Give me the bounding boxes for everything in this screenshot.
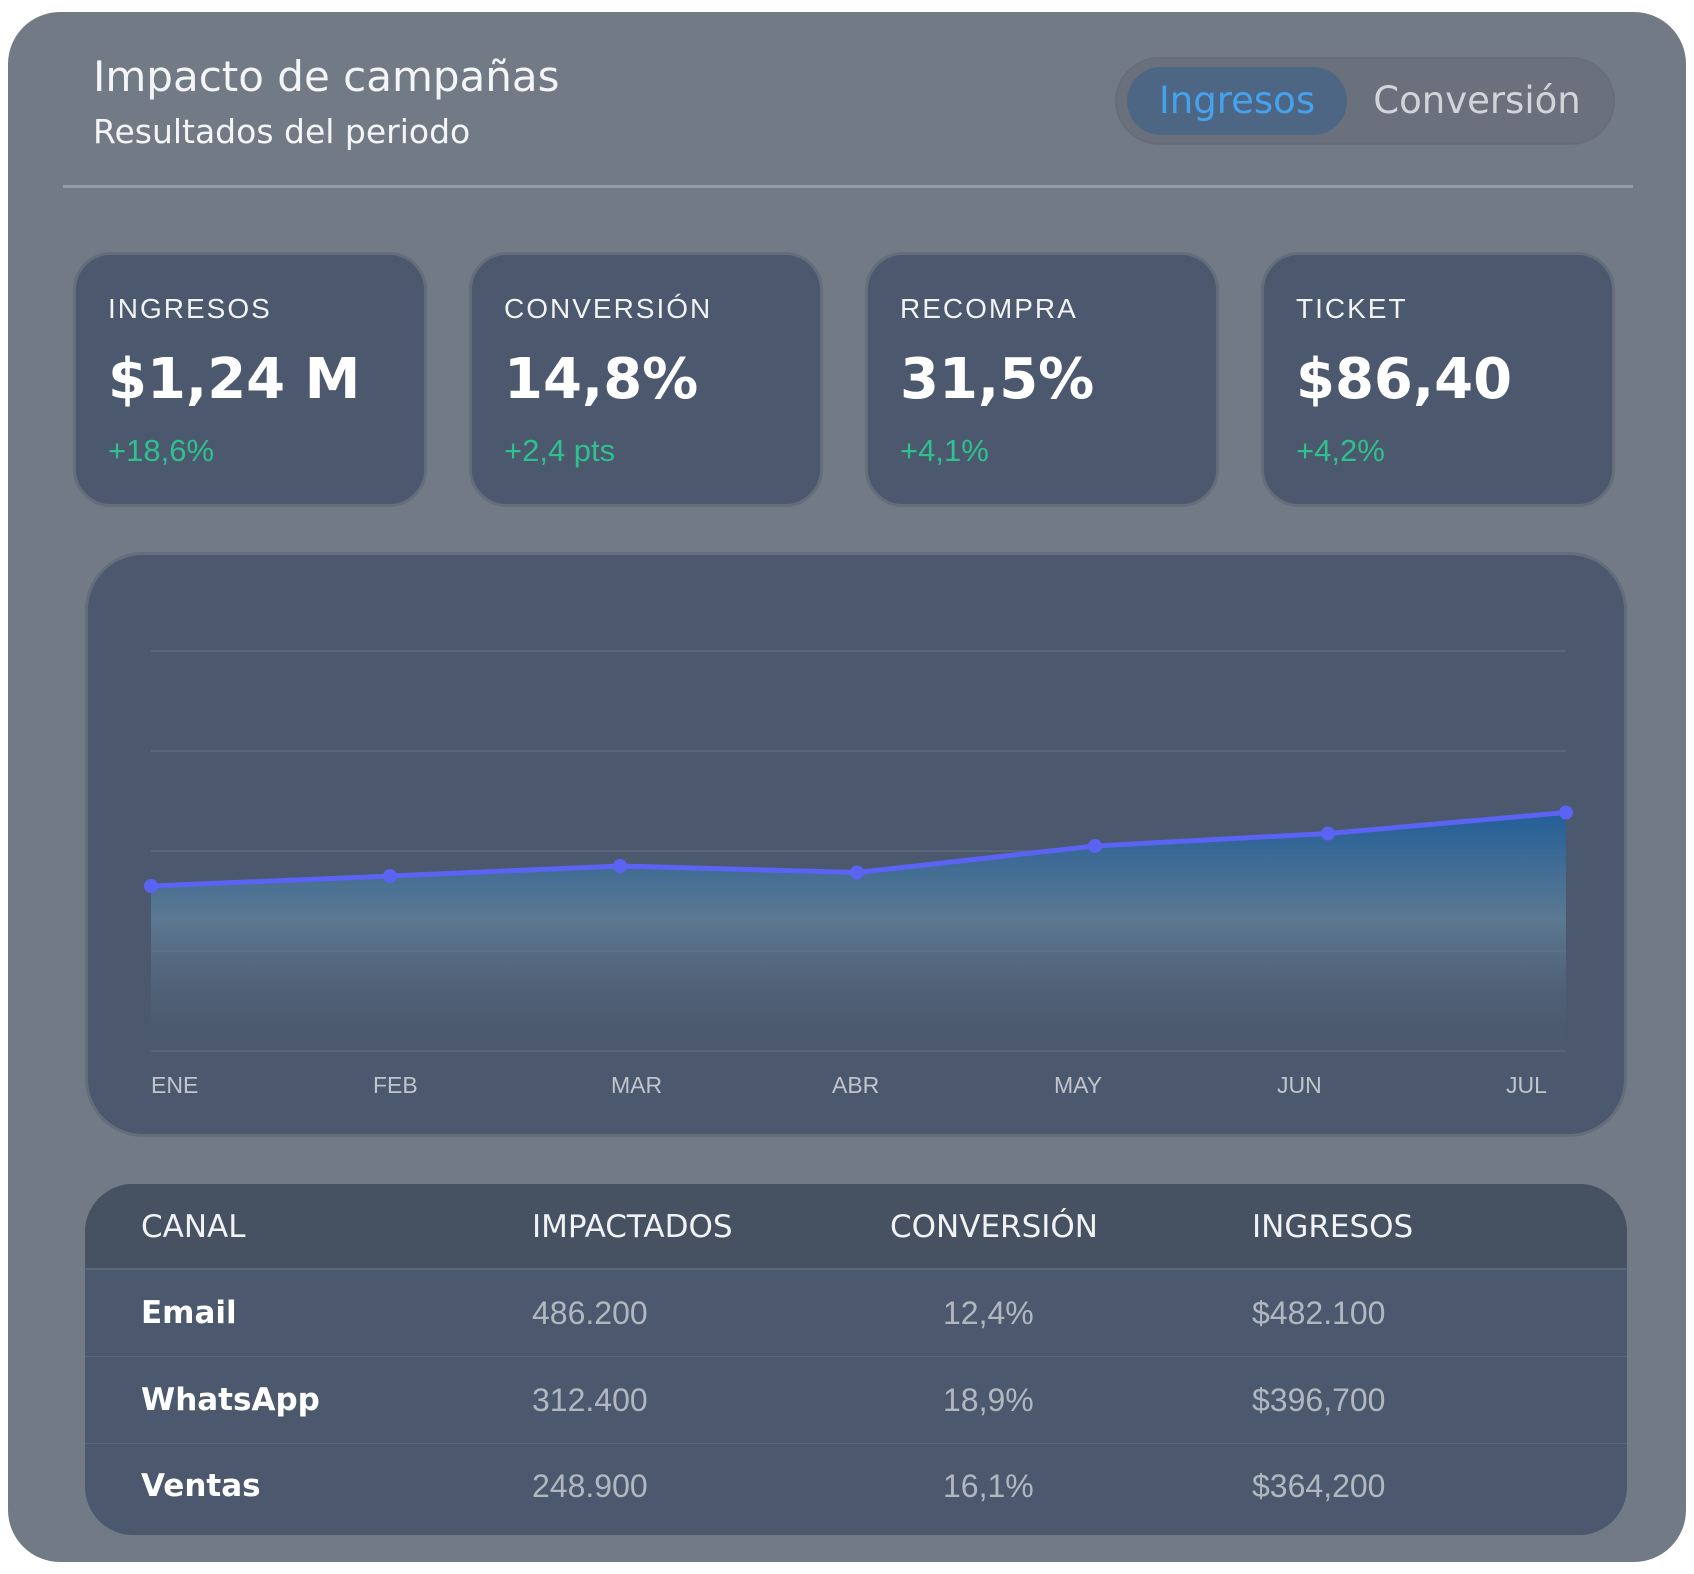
chart-data-point[interactable] [1088, 839, 1102, 853]
kpi-value: $86,40 [1296, 347, 1513, 412]
cell-impactados: 312.400 [532, 1382, 648, 1418]
kpi-label: INGRESOS [108, 293, 272, 324]
cell-conversion: 18,9% [943, 1382, 1034, 1418]
kpi-value: 14,8% [504, 347, 699, 412]
x-tick-label: ABR [832, 1072, 879, 1098]
table-row[interactable]: WhatsApp 312.400 18,9% $396,700 [85, 1357, 1627, 1444]
chart-data-point[interactable] [613, 859, 627, 873]
cell-ingresos: $364,200 [1252, 1468, 1386, 1504]
kpi-delta: +18,6% [108, 433, 215, 468]
kpi-delta: +4,2% [1296, 433, 1385, 468]
kpi-label: TICKET [1296, 293, 1408, 324]
kpi-label: CONVERSIÓN [504, 293, 713, 324]
cell-impactados: 486.200 [532, 1295, 648, 1331]
cell-impactados: 248.900 [532, 1468, 648, 1504]
chart-data-point[interactable] [850, 865, 864, 880]
dashboard-panel: Impacto de campañas Resultados del perio… [8, 12, 1686, 1562]
x-tick-label: FEB [373, 1072, 418, 1098]
cell-ingresos: $482.100 [1252, 1295, 1386, 1331]
kpi-delta: +2,4 pts [504, 433, 616, 468]
revenue-chart-card: ENE FEB MAR ABR MAY JUN JUL [85, 552, 1627, 1137]
cell-conversion: 16,1% [943, 1468, 1034, 1504]
toggle-option-conversion[interactable]: Conversión [1373, 79, 1581, 122]
column-header-impactados[interactable]: IMPACTADOS [532, 1209, 733, 1245]
metric-toggle: Ingresos Conversión [1115, 57, 1615, 145]
kpi-label: RECOMPRA [900, 293, 1078, 324]
kpi-card-conversion[interactable]: CONVERSIÓN 14,8% +2,4 pts [469, 252, 823, 507]
kpi-card-recompra[interactable]: RECOMPRA 31,5% +4,1% [865, 252, 1219, 507]
cell-canal: Ventas [141, 1468, 261, 1504]
channel-table: CANAL IMPACTADOS CONVERSIÓN INGRESOS Ema… [85, 1184, 1627, 1535]
column-header-conversion[interactable]: CONVERSIÓN [890, 1209, 1098, 1245]
chart-data-point[interactable] [383, 869, 397, 883]
kpi-value: $1,24 M [108, 347, 361, 412]
column-header-canal[interactable]: CANAL [141, 1209, 246, 1245]
chart-area-fill [151, 812, 1566, 1051]
x-tick-label: MAR [611, 1072, 662, 1098]
cell-ingresos: $396,700 [1252, 1382, 1386, 1418]
x-tick-label: JUL [1506, 1072, 1547, 1098]
chart-data-point[interactable] [1321, 826, 1335, 841]
kpi-card-ingresos[interactable]: INGRESOS $1,24 M +18,6% [73, 252, 427, 507]
cell-canal: WhatsApp [141, 1382, 320, 1418]
table-row[interactable]: Email 486.200 12,4% $482.100 [85, 1270, 1627, 1357]
kpi-card-ticket[interactable]: TICKET $86,40 +4,2% [1261, 252, 1615, 507]
page-subtitle: Resultados del periodo [93, 112, 471, 151]
header-divider [63, 185, 1633, 188]
toggle-option-ingresos[interactable]: Ingresos [1127, 67, 1347, 135]
chart-data-point[interactable] [144, 879, 158, 893]
kpi-value: 31,5% [900, 347, 1095, 412]
x-tick-label: JUN [1277, 1072, 1322, 1098]
kpi-delta: +4,1% [900, 433, 989, 468]
chart-data-point[interactable] [1559, 805, 1573, 820]
cell-canal: Email [141, 1295, 237, 1331]
page-title: Impacto de campañas [93, 52, 560, 101]
table-row[interactable]: Ventas 248.900 16,1% $364,200 [85, 1443, 1627, 1529]
column-header-ingresos[interactable]: INGRESOS [1252, 1209, 1414, 1245]
cell-conversion: 12,4% [943, 1295, 1034, 1331]
x-tick-label: MAY [1054, 1072, 1102, 1098]
revenue-area-chart: ENE FEB MAR ABR MAY JUN JUL [144, 650, 1573, 1098]
table-header: CANAL IMPACTADOS CONVERSIÓN INGRESOS [85, 1184, 1627, 1270]
x-tick-label: ENE [151, 1072, 198, 1098]
